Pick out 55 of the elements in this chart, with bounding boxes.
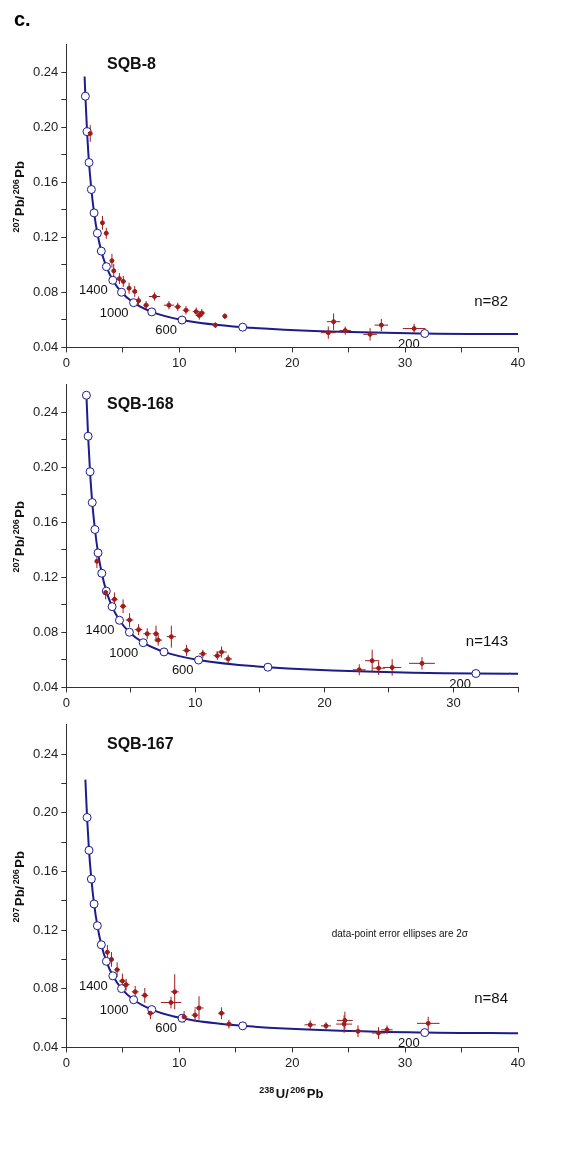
x-tick-label: 0 xyxy=(62,354,70,370)
x-tick-label: 20 xyxy=(284,354,300,370)
y-tick-label: 0.04 xyxy=(32,1038,59,1054)
y-tick-label: 0.16 xyxy=(32,513,59,529)
annotation: 1400 xyxy=(78,282,108,298)
y-tick-label: 0.12 xyxy=(32,228,59,244)
x-tick-label: 0 xyxy=(62,1054,70,1070)
y-tick-label: 0.16 xyxy=(32,863,59,879)
x-tick-label: 10 xyxy=(188,694,203,710)
y-tick-label: 0.20 xyxy=(32,804,59,820)
annotation: 600 xyxy=(171,662,194,678)
y-tick-label: 0.20 xyxy=(32,458,59,474)
annotation: n=143 xyxy=(465,632,508,650)
y-axis-title: 207Pb/206Pb xyxy=(10,501,27,573)
y-tick-label: 0.24 xyxy=(32,745,59,761)
annotation: 1000 xyxy=(99,304,129,320)
y-tick-label: 0.12 xyxy=(32,921,59,937)
x-tick-label: 30 xyxy=(397,1054,413,1070)
y-tick-label: 0.08 xyxy=(32,980,59,996)
annotation: 1400 xyxy=(85,622,115,638)
y-axis-title: 207Pb/206Pb xyxy=(10,851,27,923)
y-tick-label: 0.24 xyxy=(32,63,59,79)
annotation: 200 xyxy=(398,1034,420,1050)
annotation: n=82 xyxy=(474,292,508,310)
x-tick-label: 10 xyxy=(171,354,187,370)
annotation: 600 xyxy=(155,1020,178,1036)
annotation: 600 xyxy=(155,322,178,338)
x-tick-label: 0 xyxy=(62,694,70,710)
text: SQB-167 xyxy=(106,735,174,753)
y-tick-label: 0.16 xyxy=(32,173,59,189)
x-tick-label: 20 xyxy=(317,694,332,710)
text: SQB-8 xyxy=(106,55,156,73)
annotation: 1400 xyxy=(78,977,108,993)
x-tick-label: 30 xyxy=(397,354,413,370)
annotation: 1000 xyxy=(109,644,139,660)
annotation: 200 xyxy=(449,675,471,691)
y-axis-title: 207Pb/206Pb xyxy=(10,161,27,233)
x-tick-label: 10 xyxy=(171,1054,187,1070)
chart-subtitle: c. xyxy=(14,8,32,32)
y-tick-label: 0.04 xyxy=(32,678,59,694)
x-tick-label: 30 xyxy=(446,694,461,710)
x-tick-label: 40 xyxy=(510,1054,526,1070)
annotation: 1000 xyxy=(99,1001,129,1017)
y-tick-label: 0.04 xyxy=(32,338,59,354)
y-tick-label: 0.08 xyxy=(32,623,59,639)
y-tick-label: 0.08 xyxy=(32,283,59,299)
x-tick-label: 20 xyxy=(284,1054,300,1070)
annotation: n=84 xyxy=(474,989,508,1007)
y-tick-label: 0.20 xyxy=(32,118,59,134)
annotation: 200 xyxy=(398,335,420,351)
y-tick-label: 0.12 xyxy=(32,568,59,584)
y-tick-label: 0.24 xyxy=(32,403,59,419)
x-tick-label: 40 xyxy=(510,354,526,370)
text: SQB-168 xyxy=(106,395,174,413)
annotation: data-point error ellipses are 2σ xyxy=(331,928,469,940)
